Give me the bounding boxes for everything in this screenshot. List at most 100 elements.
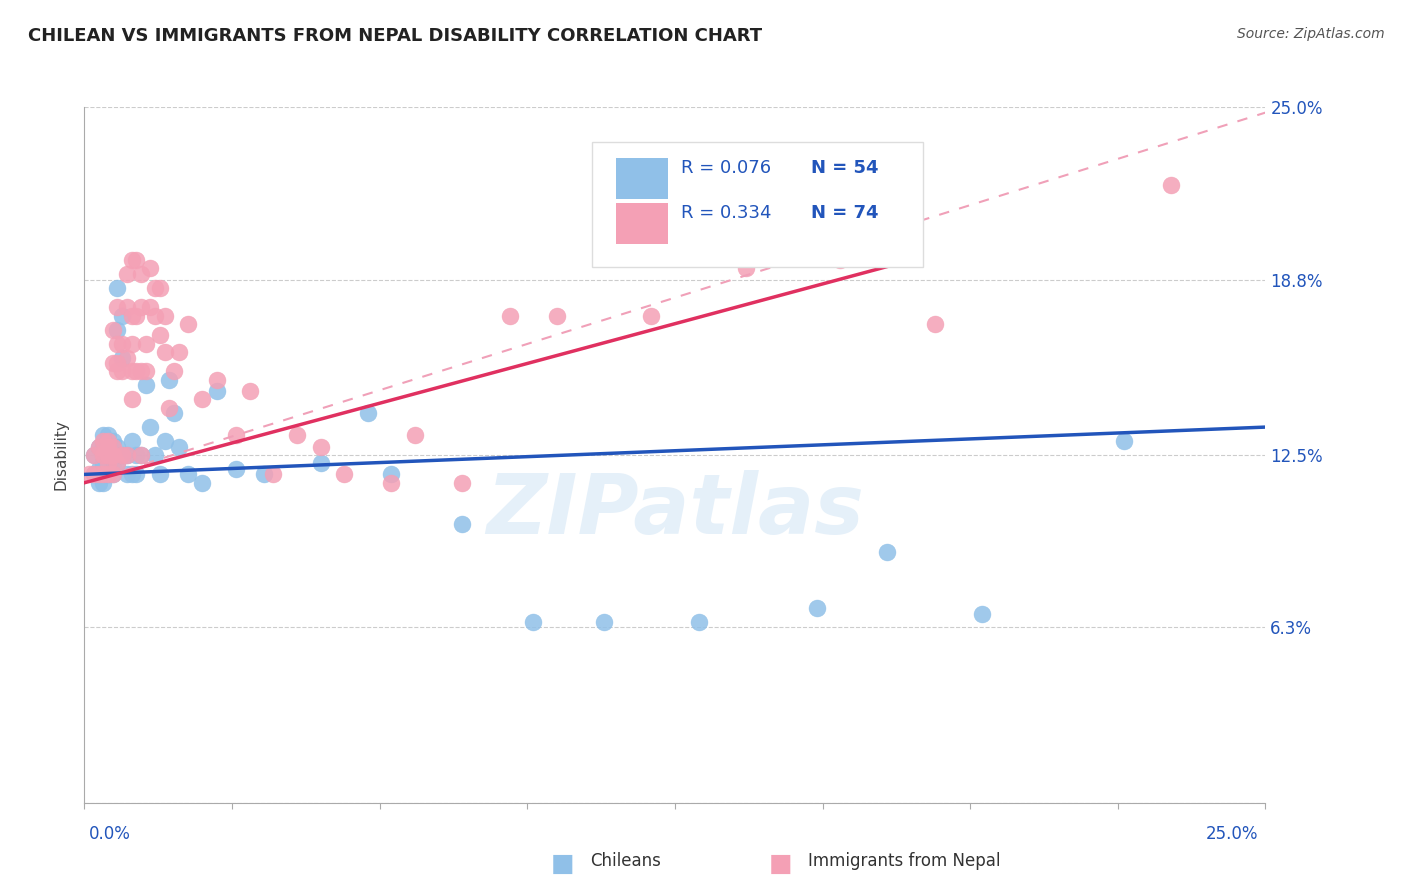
Point <box>830 253 852 268</box>
Point <box>205 384 228 398</box>
Point <box>163 364 186 378</box>
Point <box>97 467 120 482</box>
Point <box>115 267 138 281</box>
Point <box>107 336 129 351</box>
Text: ■: ■ <box>551 852 574 876</box>
Point <box>163 406 186 420</box>
Point <box>87 467 110 482</box>
Point <box>83 467 105 482</box>
Point <box>285 428 308 442</box>
Point <box>87 440 110 454</box>
Y-axis label: Disability: Disability <box>53 419 69 491</box>
Point <box>129 448 152 462</box>
Point <box>225 428 247 442</box>
Text: R = 0.076: R = 0.076 <box>681 159 770 177</box>
Point <box>111 448 134 462</box>
Point <box>121 434 143 448</box>
Point <box>121 336 143 351</box>
Point <box>83 448 105 462</box>
Point <box>115 448 138 462</box>
Point <box>135 364 157 378</box>
Point <box>191 392 214 407</box>
Point <box>101 440 124 454</box>
Point <box>380 475 402 490</box>
Point <box>380 467 402 482</box>
Point <box>121 309 143 323</box>
Point <box>139 420 162 434</box>
Point <box>115 467 138 482</box>
Point <box>157 401 180 415</box>
Point <box>143 281 166 295</box>
Text: R = 0.334: R = 0.334 <box>681 203 772 222</box>
Point <box>149 281 172 295</box>
Point <box>806 601 828 615</box>
Point <box>191 475 214 490</box>
Point <box>262 467 284 482</box>
Point <box>121 392 143 407</box>
Point <box>129 301 152 315</box>
Point <box>87 462 110 476</box>
Point <box>593 615 616 629</box>
Point <box>239 384 262 398</box>
Point <box>129 448 152 462</box>
Point <box>107 456 129 470</box>
Point <box>97 448 120 462</box>
Point <box>205 373 228 387</box>
Point <box>167 345 190 359</box>
Point <box>97 434 120 448</box>
Text: 0.0%: 0.0% <box>89 825 131 843</box>
Point <box>101 467 124 482</box>
Point <box>153 309 176 323</box>
Point <box>111 448 134 462</box>
Text: ■: ■ <box>769 852 792 876</box>
Point <box>309 456 332 470</box>
Point <box>111 351 134 365</box>
Point <box>498 309 520 323</box>
Point <box>177 467 200 482</box>
Point <box>522 615 544 629</box>
Point <box>101 356 124 370</box>
Point <box>357 406 380 420</box>
Point <box>97 428 120 442</box>
Point <box>309 440 332 454</box>
Text: 25.0%: 25.0% <box>1206 825 1258 843</box>
Point <box>121 253 143 268</box>
Point <box>333 467 356 482</box>
Text: Source: ZipAtlas.com: Source: ZipAtlas.com <box>1237 27 1385 41</box>
Point <box>143 309 166 323</box>
Point <box>107 301 129 315</box>
Point <box>101 456 124 470</box>
FancyBboxPatch shape <box>592 142 922 267</box>
Point <box>111 364 134 378</box>
Point <box>91 475 114 490</box>
Point <box>177 317 200 331</box>
Point <box>688 615 710 629</box>
Point <box>734 261 756 276</box>
Point <box>107 281 129 295</box>
Point <box>125 253 148 268</box>
Point <box>149 328 172 343</box>
Text: ZIPatlas: ZIPatlas <box>486 470 863 551</box>
Point <box>1160 178 1182 192</box>
Point <box>101 323 124 337</box>
Point <box>91 456 114 470</box>
Point <box>149 467 172 482</box>
Point <box>115 448 138 462</box>
Point <box>924 317 946 331</box>
Point <box>101 434 124 448</box>
Text: Immigrants from Nepal: Immigrants from Nepal <box>808 852 1001 870</box>
Point <box>91 467 114 482</box>
Point <box>91 434 114 448</box>
Point <box>87 440 110 454</box>
Point <box>135 378 157 392</box>
Text: N = 54: N = 54 <box>811 159 879 177</box>
Point <box>139 261 162 276</box>
Point <box>143 448 166 462</box>
Point <box>121 467 143 482</box>
Point <box>167 440 190 454</box>
Point <box>153 345 176 359</box>
Point <box>91 448 114 462</box>
Point <box>97 440 120 454</box>
Point <box>107 364 129 378</box>
Point <box>97 456 120 470</box>
